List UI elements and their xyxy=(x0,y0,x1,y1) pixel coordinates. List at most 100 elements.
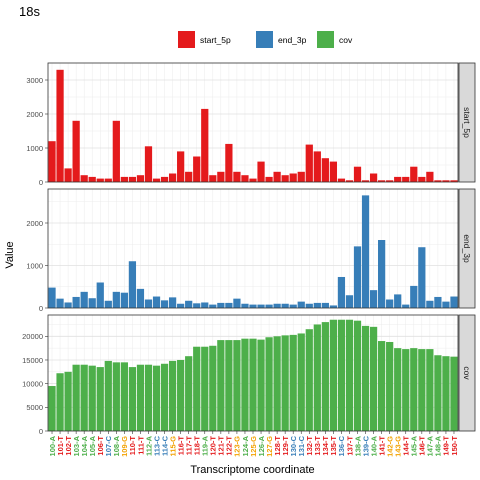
bar-start_5p xyxy=(353,166,362,182)
bar-end_3p xyxy=(305,303,313,308)
bar-start_5p xyxy=(112,120,120,182)
bar-cov xyxy=(249,338,257,431)
legend-key-start_5p xyxy=(178,31,195,48)
bar-start_5p xyxy=(345,180,354,182)
bar-end_3p xyxy=(201,302,209,308)
bar-start_5p xyxy=(64,168,72,182)
x-tick-label: 119-A xyxy=(201,435,210,456)
bar-end_3p xyxy=(209,304,217,308)
bar-start_5p xyxy=(321,158,329,182)
bar-cov xyxy=(209,345,217,431)
x-tick-label: 121-T xyxy=(217,436,226,456)
x-tick-label: 115-G xyxy=(168,436,177,457)
x-tick-label: 147-A xyxy=(426,435,435,456)
bar-end_3p xyxy=(168,297,177,308)
bar-cov xyxy=(378,341,386,431)
bar-start_5p xyxy=(257,161,265,182)
bar-end_3p xyxy=(160,300,169,308)
bar-cov xyxy=(144,364,153,431)
x-tick-label: 137-T xyxy=(345,436,354,456)
bar-start_5p xyxy=(72,120,80,182)
bar-cov xyxy=(273,336,281,431)
bar-cov xyxy=(160,363,169,431)
bar-end_3p xyxy=(442,301,450,308)
bar-cov xyxy=(128,367,137,431)
x-tick-label: 105-A xyxy=(88,435,97,456)
bar-cov xyxy=(321,322,329,431)
bar-cov xyxy=(56,373,64,431)
bar-end_3p xyxy=(225,302,233,308)
bar-end_3p xyxy=(112,291,120,308)
bar-end_3p xyxy=(369,290,378,308)
bar-start_5p xyxy=(56,69,64,182)
y-tick-label: 2000 xyxy=(26,219,43,228)
x-tick-label: 128-T xyxy=(273,436,282,456)
bar-end_3p xyxy=(136,288,145,308)
bar-start_5p xyxy=(241,175,249,182)
bar-end_3p xyxy=(144,299,153,308)
x-tick-label: 133-T xyxy=(313,436,322,456)
bar-start_5p xyxy=(265,176,273,182)
x-tick-label: 114-C xyxy=(160,435,169,456)
x-tick-label: 112-A xyxy=(144,435,153,456)
x-tick-label: 136-C xyxy=(337,435,346,456)
bar-cov xyxy=(369,326,378,431)
x-tick-label: 102-T xyxy=(64,436,73,456)
bar-start_5p xyxy=(233,171,241,182)
bar-end_3p xyxy=(152,296,161,308)
bar-start_5p xyxy=(168,173,177,182)
bar-cov xyxy=(297,333,305,431)
x-axis-label: Transcriptome coordinate xyxy=(190,464,314,476)
x-tick-label: 129-T xyxy=(281,436,290,456)
bar-start_5p xyxy=(426,171,434,182)
bar-end_3p xyxy=(265,304,273,308)
x-tick-label: 140-A xyxy=(369,435,378,456)
bar-start_5p xyxy=(209,175,217,182)
strip-label-end_3p: end_3p xyxy=(462,234,472,263)
bar-start_5p xyxy=(337,178,346,182)
bar-cov xyxy=(185,356,193,431)
bar-cov xyxy=(353,320,362,431)
bar-cov xyxy=(337,319,346,431)
bar-cov xyxy=(386,341,394,431)
x-tick-label: 110-T xyxy=(128,436,137,456)
bar-end_3p xyxy=(257,304,265,308)
bar-cov xyxy=(225,340,233,431)
bar-start_5p xyxy=(120,176,128,182)
x-tick-label: 126-A xyxy=(257,435,266,456)
bar-cov xyxy=(434,355,442,431)
x-tick-label: 131-C xyxy=(297,435,306,456)
y-tick-label: 20000 xyxy=(22,332,43,341)
bar-cov xyxy=(201,346,209,431)
bar-start_5p xyxy=(48,141,56,182)
x-tick-label: 103-A xyxy=(72,435,81,456)
x-tick-label: 149-T xyxy=(442,436,451,456)
x-tick-labels: 100-A 101-T 102-T 103-A 104-A 105-A 106-T 107-C… xyxy=(48,431,459,457)
y-tick-label: 1000 xyxy=(26,261,43,270)
bar-start_5p xyxy=(104,178,112,182)
x-tick-label: 101-T xyxy=(56,436,65,456)
bar-start_5p xyxy=(185,171,193,182)
x-tick-label: 148-A xyxy=(434,435,443,456)
bar-cov xyxy=(152,365,161,431)
panel-border xyxy=(47,188,459,309)
x-tick-label: 150-T xyxy=(450,436,459,456)
bar-cov xyxy=(257,339,265,431)
y-tick-label: 1000 xyxy=(26,144,43,153)
bar-start_5p xyxy=(329,161,338,182)
x-tick-label: 117-T xyxy=(184,436,193,456)
bar-start_5p xyxy=(378,180,386,182)
bar-end_3p xyxy=(249,304,257,308)
bar-start_5p xyxy=(177,151,185,182)
bar-start_5p xyxy=(201,108,209,182)
legend-key-cov xyxy=(317,31,334,48)
bar-cov xyxy=(305,329,313,431)
bar-cov xyxy=(442,356,450,431)
bar-end_3p xyxy=(386,299,394,308)
panel-cov: 0 5000 10000 15000 20000 cov xyxy=(22,314,476,436)
strip-label-start_5p: start_5p xyxy=(462,107,472,138)
strip-label-cov: cov xyxy=(462,366,472,380)
bar-cov xyxy=(233,340,241,431)
bar-cov xyxy=(112,362,120,431)
